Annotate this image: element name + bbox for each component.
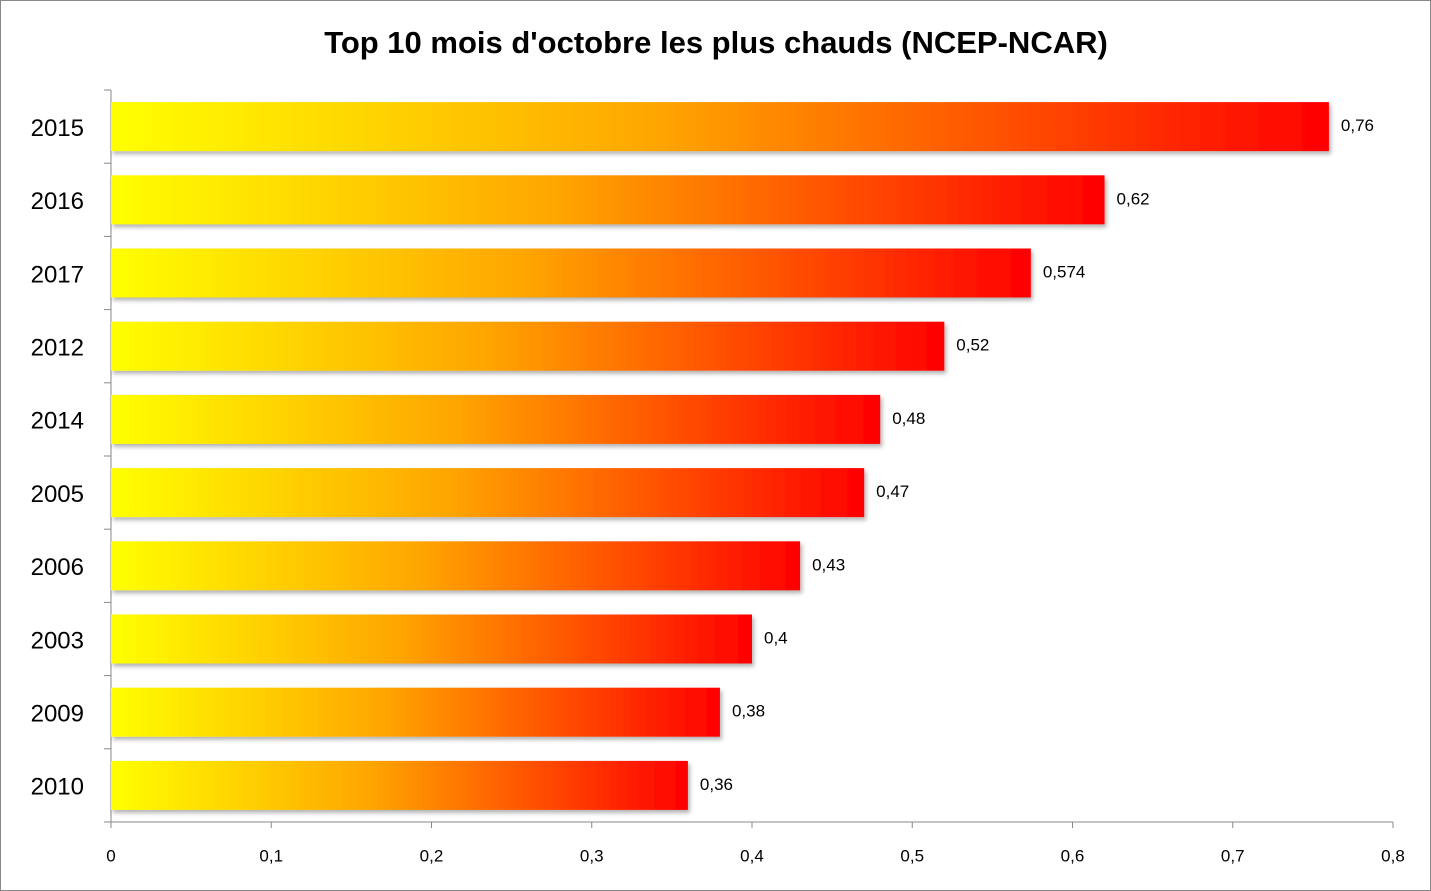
bar xyxy=(111,541,801,591)
value-label: 0,52 xyxy=(956,336,989,355)
y-tick-label: 2009 xyxy=(31,701,84,728)
bar xyxy=(111,321,945,371)
bar xyxy=(111,102,1329,152)
x-tick-label: 0,4 xyxy=(740,846,764,865)
value-label: 0,43 xyxy=(812,555,845,574)
x-tick-label: 0,5 xyxy=(900,846,924,865)
bar xyxy=(111,175,1105,225)
value-label: 0,574 xyxy=(1043,262,1086,281)
y-tick-label: 2016 xyxy=(31,188,84,215)
y-tick-label: 2017 xyxy=(31,261,84,288)
chart-title: Top 10 mois d'octobre les plus chauds (N… xyxy=(324,25,1108,60)
y-tick-label: 2015 xyxy=(31,115,84,142)
value-label: 0,4 xyxy=(764,628,788,647)
x-tick-label: 0,2 xyxy=(420,846,444,865)
x-tick-label: 0,8 xyxy=(1381,846,1405,865)
bar xyxy=(111,687,720,737)
x-tick-label: 0,1 xyxy=(259,846,283,865)
value-label: 0,36 xyxy=(700,775,733,794)
value-label: 0,38 xyxy=(732,702,765,721)
bar xyxy=(111,614,752,664)
y-tick-label: 2003 xyxy=(31,627,84,654)
value-label: 0,62 xyxy=(1117,189,1150,208)
x-tick-label: 0,3 xyxy=(580,846,604,865)
y-tick-label: 2012 xyxy=(31,335,84,362)
x-tick-label: 0,7 xyxy=(1221,846,1245,865)
bar xyxy=(111,760,688,810)
bar xyxy=(111,394,881,444)
value-label: 0,47 xyxy=(876,482,909,501)
value-label: 0,76 xyxy=(1341,116,1374,135)
y-tick-label: 2014 xyxy=(31,408,84,435)
y-tick-label: 2010 xyxy=(31,774,84,801)
y-tick-label: 2005 xyxy=(31,481,84,508)
bar xyxy=(111,248,1031,298)
value-label: 0,48 xyxy=(892,409,925,428)
x-tick-label: 0 xyxy=(106,846,115,865)
bar xyxy=(111,468,865,518)
y-tick-label: 2006 xyxy=(31,554,84,581)
x-tick-label: 0,6 xyxy=(1061,846,1085,865)
